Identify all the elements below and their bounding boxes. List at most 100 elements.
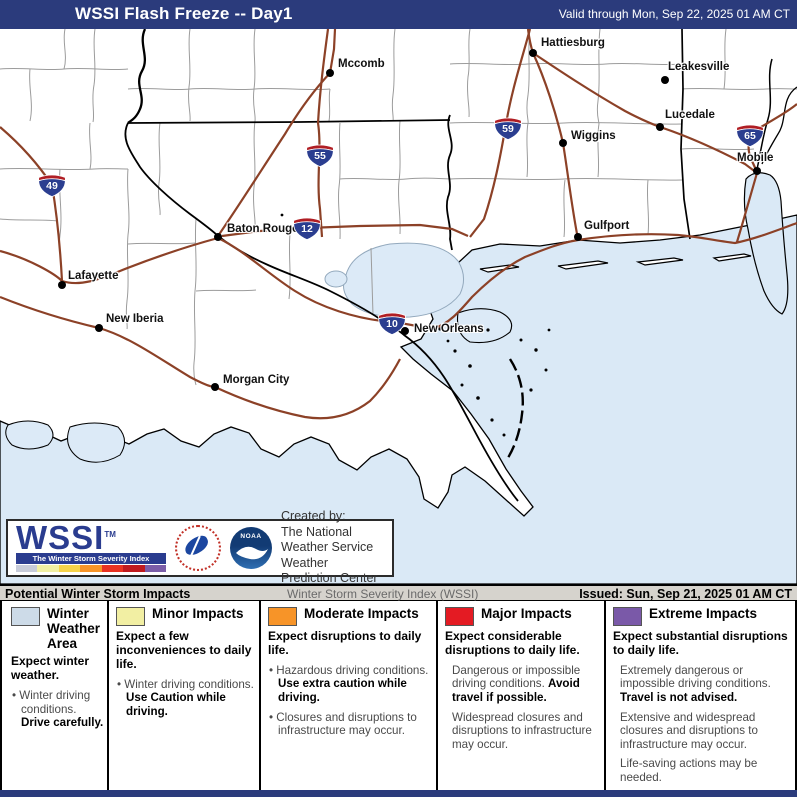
credit-line-3: Weather Prediction Center [281,555,378,584]
legend-lead-text: Expect considerable disruptions to daily… [445,629,580,657]
status-left-title: Potential Winter Storm Impacts [5,587,191,601]
us-98-road [532,52,758,174]
county-lines [0,29,797,386]
map-overlay: Mccomb Hattiesburg Leakesville Lucedale Wigg… [0,29,797,584]
legend-column-title: Winter Weather Area [47,606,101,652]
legend-divider [107,601,109,790]
interstate-shield: 49 [37,172,67,198]
winter-weather-area-swatch [11,607,40,626]
interstate-shield: 12 [292,215,322,241]
us-61-road [217,29,337,237]
interstate-number: 59 [502,123,514,135]
legend-lead-text: Expect disruptions to daily life. [268,629,422,657]
city-label: Mccomb [338,58,385,70]
credit-line-2: The National Weather Service [281,524,374,555]
city-dot [95,324,103,332]
legend-lead-text: Expect winter weather. [11,654,90,683]
us-49-road [526,29,580,240]
status-bar: Potential Winter Storm Impacts Winter St… [0,584,797,601]
legend-item: • Hazardous driving conditions. Use extr… [269,663,429,704]
wssi-tagline: The Winter Storm Severity Index [16,553,166,565]
page-title: WSSI Flash Freeze -- Day1 [75,4,293,23]
wssi-logo: WSSITM The Winter Storm Severity Index [16,518,166,573]
interstate-number: 65 [744,130,756,142]
credit-box: WSSITM The Winter Storm Severity Index N… [6,509,394,584]
grand-lake [5,420,54,450]
city-dot [401,327,409,335]
legend-column-title: Minor Impacts [152,606,244,621]
credit-line-1: Created by: [281,508,346,523]
city-dot [214,233,222,241]
city-dot [661,76,669,84]
chandeleur-islands [504,358,524,462]
vermilion-bay [67,422,125,463]
legend-divider [604,601,606,790]
city-label: Morgan City [223,374,290,386]
interstate-number: 10 [386,318,398,330]
bottom-border-bar [0,790,797,797]
city-label: Wiggins [571,130,616,142]
legend-divider [436,601,438,790]
legend-item: Widespread closures and disruptions to i… [452,710,592,751]
legend-item: Extremely dangerous or impossible drivin… [620,663,771,704]
noaa-logo-icon: NOAA [230,527,272,569]
severity-strip-segment [101,565,124,573]
severity-strip-segment [144,565,166,573]
interstate-number: 49 [46,180,58,192]
city-label: Hattiesburg [541,37,605,49]
legend-column-major-impacts: Major Impacts Expect considerable disrupt… [438,601,606,790]
legend-item: • Winter driving conditions. Use Caution… [117,677,254,718]
wssi-severity-strip [16,565,166,573]
rivers [124,29,797,502]
lake-maurepas [324,270,348,288]
severity-strip-segment [80,565,102,573]
severity-strip-segment [58,565,81,573]
city-label: Gulfport [584,220,630,232]
legend-item: Extensive and widespread closures and di… [620,710,758,751]
valid-through-label: Valid through Mon, Sep 22, 2025 01 AM CT [558,7,790,21]
interstate-number: 12 [301,223,313,235]
severity-strip-segment [37,565,59,573]
city-dot [753,167,761,175]
lake-pontchartrain [343,242,464,318]
lake-borgne [456,308,513,344]
city-dot [211,383,219,391]
interstate-shield: 10 [377,310,407,336]
city-dot [559,139,567,147]
legend-column-extreme-impacts: Extreme Impacts Expect substantial disrup… [606,601,795,790]
severity-strip-segment [16,565,38,573]
legend-column-winter-weather-area: Winter Weather Area Expect winter weather… [4,601,109,790]
city-dot [58,281,66,289]
city-label: Leakesville [668,61,730,73]
i-55-road [316,29,330,238]
marsh-specks [280,213,551,437]
barrier-islands [479,253,752,273]
mobile-bay-water [743,172,789,315]
city-dot [326,69,334,77]
legend-item: Life-saving actions may be needed. [620,757,758,784]
city-dot [574,233,582,241]
major-impacts-swatch [445,607,474,626]
legend-column-title: Moderate Impacts [304,606,419,621]
map-art [0,29,797,584]
title-bar: WSSI Flash Freeze -- Day1 Valid through … [0,0,797,29]
severity-strip-segment [123,565,145,573]
status-center-label: Winter Storm Severity Index (WSSI) [287,587,479,601]
interstate-number: 55 [314,150,326,162]
city-label: Lucedale [665,109,715,121]
legend-lead-text: Expect substantial disruptions to daily … [613,629,788,657]
legend-lead-text: Expect a few inconveniences to daily lif… [116,629,252,671]
city-label: Lafayette [68,270,119,282]
minor-impacts-swatch [116,607,145,626]
map-canvas: Mccomb Hattiesburg Leakesville Lucedale Wigg… [0,29,797,584]
wssi-wordmark: WSSITM [16,518,116,556]
impact-legend: Winter Weather Area Expect winter weather… [0,601,797,790]
legend-item: • Closures and disruptions to infrastruc… [269,710,417,738]
wssi-tm: TM [104,529,116,539]
city-dot [656,123,664,131]
legend-item: • Winter driving conditions. Drive caref… [12,689,104,730]
legend-column-moderate-impacts: Moderate Impacts Expect disruptions to da… [261,601,438,790]
credit-text: Created by: The National Weather Service… [281,509,384,584]
interstate-shield: 55 [305,142,335,168]
